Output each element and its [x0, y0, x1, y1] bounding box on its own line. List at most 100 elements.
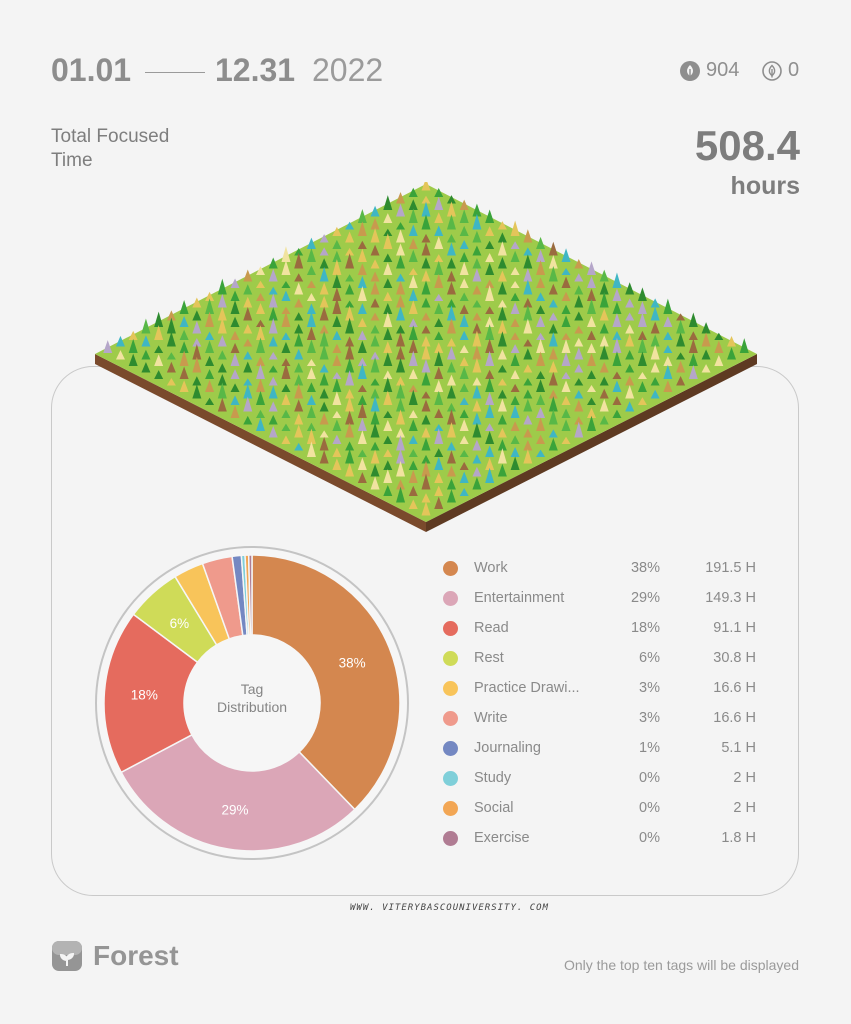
forest-tree — [485, 445, 495, 457]
forest-tree — [421, 195, 431, 204]
forest-tree — [421, 325, 431, 334]
forest-tree — [497, 427, 507, 438]
forest-tree — [663, 298, 673, 314]
forest-tree — [548, 438, 558, 451]
forest-tree — [281, 332, 291, 340]
forest-tree — [141, 349, 151, 360]
forest-tree — [536, 406, 546, 418]
forest-tree — [459, 461, 469, 470]
forest-tree — [536, 249, 546, 262]
forest-tree — [459, 240, 469, 249]
forest-tree — [179, 341, 189, 353]
forest-tree — [179, 380, 189, 392]
forest-tree — [548, 389, 558, 399]
forest-tree — [446, 242, 456, 256]
forest-tree — [319, 344, 329, 360]
legend-tag-hours: 30.8 H — [713, 650, 756, 666]
forest-tree — [434, 472, 444, 483]
forest-tree — [472, 357, 482, 373]
forest-tree — [408, 435, 418, 444]
legend-tag-percent: 3% — [639, 710, 660, 726]
forest-tree — [472, 285, 482, 295]
forest-tree — [459, 488, 469, 496]
forest-tree — [383, 469, 393, 483]
forest-tree — [663, 316, 673, 327]
forest-tree — [205, 291, 215, 301]
forest-tree — [434, 408, 444, 418]
forest-tree — [587, 407, 596, 418]
forest-tree — [217, 335, 227, 347]
forest-tree — [497, 331, 507, 347]
forest-tree — [510, 266, 520, 275]
forest-tree — [408, 485, 418, 496]
forest-tree — [408, 300, 418, 314]
total-focused-time-value: 508.4 — [694, 122, 800, 169]
forest-tree — [510, 344, 520, 353]
legend-tag-percent: 3% — [639, 680, 660, 696]
forest-tree — [179, 316, 189, 327]
forest-tree — [536, 236, 546, 249]
forest-tree — [370, 422, 380, 438]
forest-tree — [345, 422, 355, 438]
forest-tree — [446, 422, 456, 438]
forest-tree — [446, 318, 456, 334]
forest-tree — [561, 395, 571, 405]
forest-tree — [205, 380, 215, 392]
forest-tree — [421, 493, 431, 503]
forest-tree — [319, 306, 329, 321]
forest-tree — [497, 241, 507, 256]
forest-tree — [332, 378, 342, 392]
forest-tree — [472, 213, 482, 230]
forest-tree — [523, 389, 533, 399]
forest-tree — [192, 310, 202, 321]
total-focused-time-label: Total Focused Time — [51, 126, 170, 171]
forest-tree — [625, 324, 635, 334]
forest-tree — [345, 358, 355, 373]
forest-tree — [663, 380, 673, 392]
forest-tree — [637, 301, 647, 314]
forest-tree — [408, 410, 418, 418]
forest-tree — [370, 259, 380, 269]
forest-tree — [485, 350, 495, 366]
forest-tree — [497, 448, 507, 464]
forest-tree — [166, 317, 176, 334]
forest-tree — [396, 332, 406, 347]
forest-tree — [370, 378, 380, 386]
forest-tree — [536, 338, 546, 353]
forest-tree — [548, 283, 558, 295]
forest-tree — [243, 307, 253, 321]
forest-tree — [345, 253, 355, 269]
forest-tree — [319, 282, 329, 295]
forest-tree — [574, 399, 584, 412]
forest-tree — [281, 260, 291, 275]
forest-tree — [319, 372, 329, 386]
forest-tree — [281, 280, 291, 288]
forest-tree — [383, 195, 393, 210]
forest-tree — [548, 323, 558, 334]
forest-tree — [561, 408, 571, 418]
forest-tree — [523, 268, 533, 282]
forest-tree — [714, 354, 724, 366]
forest-tree — [523, 364, 533, 373]
forest-tree — [396, 325, 406, 334]
legend-tag-name: Rest — [474, 650, 504, 666]
forest-tree — [421, 460, 431, 477]
forest-tree — [332, 371, 342, 379]
forest-tree — [536, 434, 546, 444]
forest-tree — [523, 304, 533, 321]
forest-tree — [281, 290, 291, 301]
forest-tree — [459, 344, 469, 353]
legend-row: Social 0% 2 H — [440, 796, 770, 826]
forest-tree — [192, 376, 202, 386]
forest-tree — [459, 314, 469, 327]
forest-tree — [154, 311, 164, 327]
forest-tree — [548, 241, 558, 256]
forest-tree — [421, 201, 431, 217]
forest-tree — [205, 355, 215, 366]
forest-tree — [370, 449, 380, 464]
forest-tree — [446, 234, 456, 243]
forest-tree — [332, 343, 342, 353]
forest-tree — [383, 228, 393, 236]
forest-tree — [472, 312, 482, 321]
forest-tree — [472, 439, 482, 451]
